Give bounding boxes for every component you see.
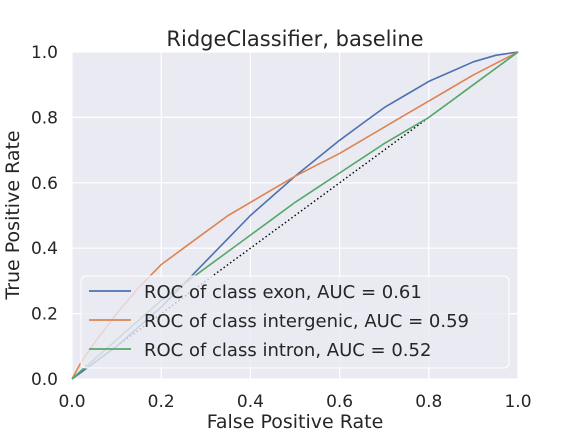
y-tick-label: 0.8 — [31, 108, 58, 128]
x-tick-label: 0.4 — [237, 392, 264, 412]
legend-box — [80, 275, 510, 369]
y-tick-label: 0.0 — [31, 370, 58, 390]
legend-label: ROC of class exon, AUC = 0.61 — [144, 282, 422, 303]
x-tick-label: 1.0 — [504, 392, 531, 412]
chart-title: RidgeClassifier, baseline — [166, 27, 423, 51]
x-tick-labels: 0.0 0.2 0.4 0.6 0.8 1.0 — [58, 392, 531, 412]
legend-label: ROC of class intergenic, AUC = 0.59 — [144, 311, 469, 332]
x-axis-label: False Positive Rate — [207, 411, 384, 432]
y-axis-label: True Positive Rate — [2, 130, 24, 300]
y-tick-labels: 0.0 0.2 0.4 0.6 0.8 1.0 — [31, 43, 58, 390]
x-tick-label: 0.6 — [326, 392, 353, 412]
y-tick-label: 1.0 — [31, 43, 58, 63]
y-tick-label: 0.4 — [31, 239, 58, 259]
x-tick-label: 0.0 — [58, 392, 85, 412]
x-tick-label: 0.8 — [415, 392, 442, 412]
legend-label: ROC of class intron, AUC = 0.52 — [144, 340, 431, 361]
x-tick-label: 0.2 — [148, 392, 175, 412]
y-tick-label: 0.6 — [31, 174, 58, 194]
legend: ROC of class exon, AUC = 0.61 ROC of clas… — [80, 275, 510, 369]
y-tick-label: 0.2 — [31, 305, 58, 325]
